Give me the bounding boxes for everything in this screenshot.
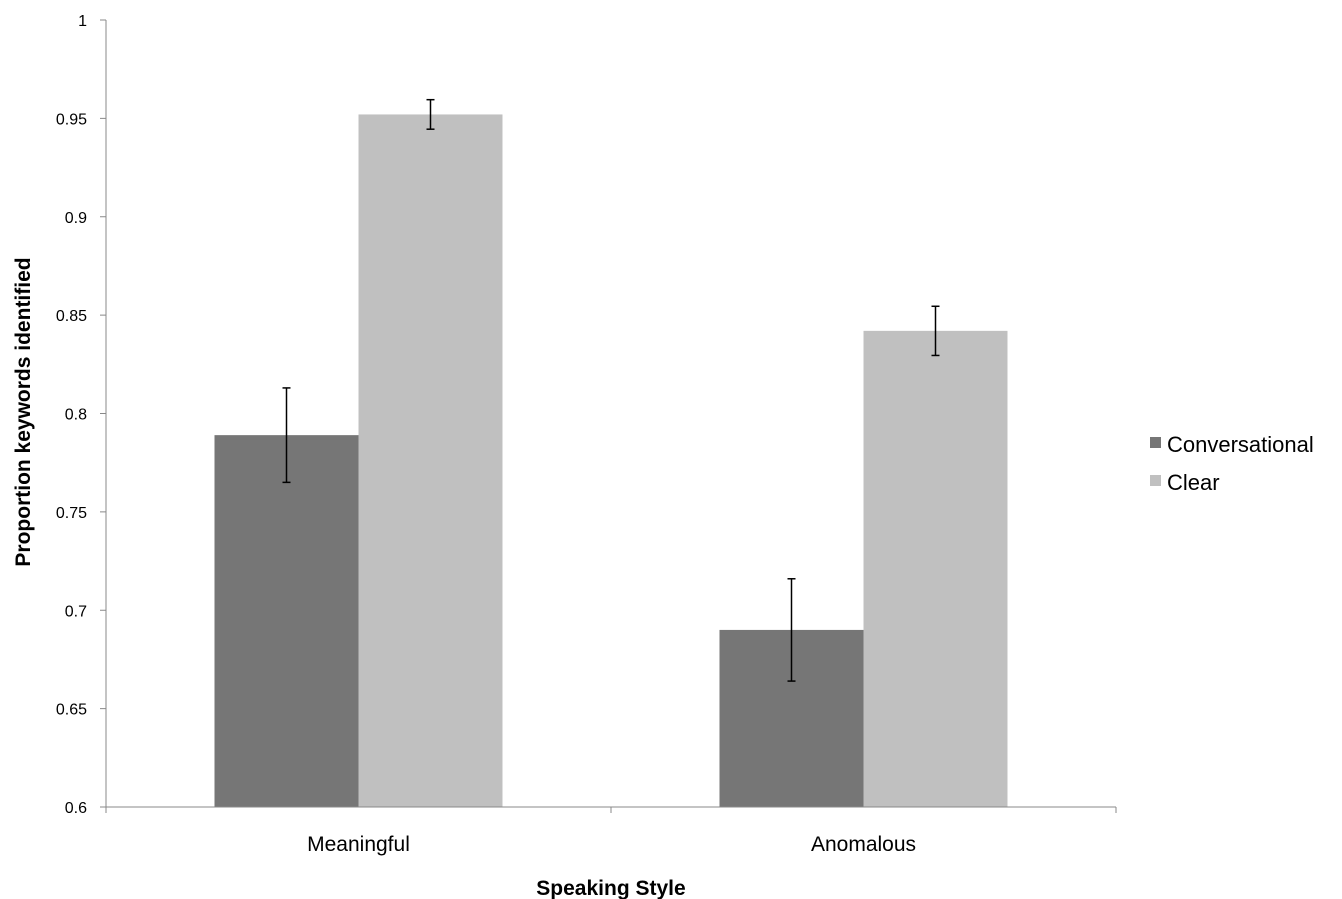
bars bbox=[214, 114, 1008, 807]
legend-label-conversational: Conversational bbox=[1167, 432, 1314, 457]
bar-clear-anomalous bbox=[863, 330, 1008, 807]
axes bbox=[105, 20, 1117, 813]
y-tick-label: 0.85 bbox=[56, 308, 87, 325]
bar-conversational-meaningful bbox=[214, 435, 359, 807]
y-tick-label: 0.65 bbox=[56, 702, 87, 719]
bar-clear-meaningful bbox=[358, 114, 503, 807]
y-tick-label: 0.7 bbox=[65, 603, 87, 620]
legend-swatch-conversational bbox=[1150, 437, 1161, 448]
y-axis-ticks: 0.6 0.65 0.7 0.75 0.8 0.85 0.9 0.95 1 bbox=[56, 13, 106, 817]
y-tick-label: 0.9 bbox=[65, 210, 87, 227]
error-bars bbox=[282, 98, 940, 682]
x-category-label: Anomalous bbox=[811, 833, 916, 856]
y-tick-label: 0.6 bbox=[65, 800, 87, 817]
legend: Conversational Clear bbox=[1150, 432, 1314, 495]
y-tick-label: 0.8 bbox=[65, 407, 87, 424]
y-tick-label: 0.75 bbox=[56, 505, 87, 522]
legend-label-clear: Clear bbox=[1167, 470, 1220, 495]
x-axis-title: Speaking Style bbox=[536, 877, 685, 899]
x-axis-category-labels: Meaningful Anomalous bbox=[307, 833, 916, 856]
y-axis-title: Proportion keywords identified bbox=[12, 257, 35, 566]
legend-swatch-clear bbox=[1150, 475, 1161, 486]
y-tick-label: 0.95 bbox=[56, 111, 87, 128]
y-tick-label: 1 bbox=[78, 13, 87, 30]
x-category-label: Meaningful bbox=[307, 833, 410, 856]
